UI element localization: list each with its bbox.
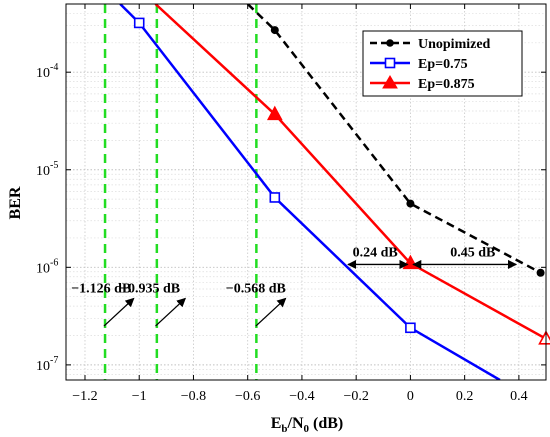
y-tick-label: 10-7	[36, 355, 58, 374]
legend-label-ep0875: Ep=0.875	[418, 77, 475, 92]
x-tick-label: −0.2	[343, 389, 368, 404]
y-tick-label: 10-5	[36, 160, 58, 179]
series-line-ep0875	[154, 4, 546, 340]
annotation-label: −0.935 dB	[120, 282, 180, 297]
x-tick-label: 0	[407, 389, 414, 404]
annotation-label: 0.45 dB	[450, 246, 495, 261]
data-point-ep0875	[266, 105, 283, 121]
x-tick-label: −1.2	[72, 389, 97, 404]
y-tick-label: 10-6	[36, 257, 58, 276]
data-point-unopimized	[536, 268, 545, 277]
annotations: −1.126 dB−0.935 dB −0.568 dB 0.24 dB 0.45 d…	[71, 246, 518, 327]
y-axis-label: BER	[7, 186, 24, 219]
annotation-label: −0.568 dB	[226, 282, 286, 297]
legend-label-ep075: Ep=0.75	[418, 57, 468, 72]
annotation-label: −1.126 dB	[71, 282, 131, 297]
x-tick-label: −1	[132, 389, 147, 404]
data-point-ep075	[133, 17, 145, 29]
axis-ticks: −1.2 −1 −0.8 −0.6 −0.4 −0.2 0 0.2 0.4 10-7 10-6 10-…	[36, 4, 546, 404]
x-tick-label: 0.2	[456, 389, 474, 404]
legend-marker-unopimized	[386, 39, 394, 47]
data-point-ep075	[269, 192, 281, 203]
series-lines	[119, 4, 550, 380]
series-line-unopimized	[246, 4, 542, 274]
data-point-ep075	[405, 322, 416, 334]
legend: Unopimized Ep=0.75 Ep=0.875	[362, 30, 523, 97]
annotation-arrow	[103, 297, 135, 327]
x-tick-label: −0.8	[181, 389, 206, 404]
legend-marker-ep075	[384, 57, 396, 69]
data-point-ep0875	[538, 330, 550, 345]
data-point-unopimized	[406, 199, 415, 208]
x-tick-label: −0.4	[289, 389, 314, 404]
plot-frame	[65, 3, 547, 381]
legend-marker-ep0875	[382, 75, 398, 89]
x-tick-label: 0.4	[510, 389, 528, 404]
legend-label-unopimized: Unopimized	[418, 37, 491, 52]
annotation-label: 0.24 dB	[353, 246, 398, 261]
x-axis-label: Eb/N0 (dB)	[271, 415, 344, 435]
x-tick-label: −0.6	[235, 389, 260, 404]
annotation-arrow	[255, 297, 287, 327]
green-reference-lines	[103, 4, 258, 380]
data-point-unopimized	[270, 26, 279, 35]
annotation-arrow	[155, 297, 186, 327]
y-tick-label: 10-4	[36, 62, 58, 81]
